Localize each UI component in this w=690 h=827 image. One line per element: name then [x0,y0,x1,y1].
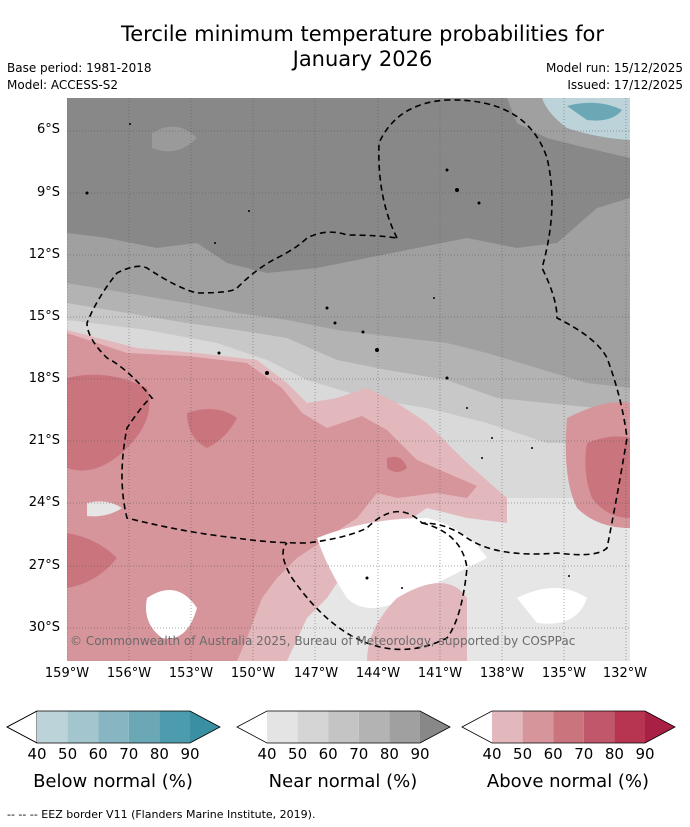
eez-borders [86,99,628,651]
map-title: Tercile minimum temperature probabilitie… [95,22,630,72]
issued-date: Issued: 17/12/2025 [567,78,683,92]
colorbar-near-outline [236,710,451,744]
lon-label: 150°W [230,666,276,681]
lat-label: 27°S [28,558,60,573]
colorbar-below-tick: 70 [119,745,139,763]
below-normal-60-region [567,102,622,121]
colorbar-near-min-arrow [237,711,267,743]
colorbar-above-min-arrow [462,711,492,743]
colorbar-above-outline [461,710,676,744]
above-normal-south-patch [367,583,467,661]
lon-label: 144°W [355,666,401,681]
near-normal-patch-se [517,588,587,624]
colorbar-near-tick: 70 [349,745,369,763]
colorbar-near-tick: 40 [257,745,277,763]
lat-label: 6°S [36,122,60,137]
model-run-date: Model run: 15/12/2025 [545,61,683,75]
lon-label: 147°W [293,666,339,681]
colorbar-above-tick: 90 [635,745,655,763]
lat-label: 21°S [28,433,60,448]
colorbar-below-bin [98,711,129,743]
colorbar-near-bin [389,711,420,743]
colorbar-below-outline [6,710,221,744]
colorbar-near-caption: Near normal (%) [268,771,418,792]
colorbar-above-tick: 50 [513,745,533,763]
lat-label: 24°S [28,495,60,510]
colorbar-above-tick: 60 [543,745,563,763]
title-line-1: Tercile minimum temperature probabilitie… [120,22,605,46]
colorbar-above-max-arrow [645,711,675,743]
lon-label: 156°W [106,666,152,681]
near-normal-60-top-patch [152,126,197,152]
colorbar-below [6,710,221,744]
colorbar-near-tick: 80 [379,745,399,763]
above-normal-60-patch-3 [67,533,117,588]
island-markers [85,123,570,589]
colorbar-below-bin [67,711,99,743]
near-normal-patch-s [146,590,197,639]
colorbar-above [461,710,676,744]
model-info: Base period: 1981-2018 Model: ACCESS-S2 [7,60,152,94]
colorbar-below-tick: 80 [149,745,169,763]
colorbar-above-caption: Above normal (%) [486,771,650,792]
copyright-notice: © Commonwealth of Australia 2025, Bureau… [70,634,576,648]
colorbar-near-bin [267,711,298,743]
near-normal-patch-sw [87,501,122,517]
colorbar-below-min-arrow [6,710,38,744]
eez-footnote: -- -- -- EEZ border V11 (Flanders Marine… [7,808,316,821]
colorbar-near [236,710,451,744]
colorbar-above-bin [553,711,584,743]
colorbar-above-bin [492,711,523,743]
above-normal-east-60 [585,436,630,518]
colorbar-near-bin [358,711,390,743]
colorbar-near-tick: 50 [288,745,308,763]
above-normal-60-patch-2 [187,409,237,448]
colorbar-above-tick: 80 [604,745,624,763]
eez-french-polynesia [86,99,628,556]
lat-label: 30°S [28,620,60,635]
run-info: Model run: 15/12/2025 Issued: 17/12/2025 [546,60,683,94]
lat-label: 18°S [28,371,60,386]
colorbar-above-bin [522,711,554,743]
colorbar-below-tick: 50 [58,745,78,763]
colorbar-near-tick: 60 [318,745,338,763]
colorbar-near-bin [297,711,329,743]
graticule [67,98,630,661]
colorbar-below-max-arrow [190,711,220,743]
model-name: Model: ACCESS-S2 [7,78,119,92]
colorbar-above-tick: 70 [574,745,594,763]
colorbar-above-bin [614,711,645,743]
lat-label: 15°S [28,309,60,324]
colorbar-near-tick: 90 [410,745,430,763]
eez-pitcairn [282,522,468,651]
colorbars [6,710,676,744]
colorbar-below-caption: Below normal (%) [33,771,193,792]
colorbar-below-bin [159,711,190,743]
colorbar-below-tick: 40 [27,745,47,763]
lon-label: 141°W [417,666,463,681]
colorbar-below-bin [128,711,160,743]
lat-label: 9°S [36,185,60,200]
colorbar-near-bin [328,711,359,743]
lat-label: 12°S [28,247,60,262]
above-normal-60-patch-4 [387,456,407,472]
colorbar-below-bin [37,711,68,743]
lon-label: 153°W [168,666,214,681]
lon-label: 132°W [602,666,648,681]
base-period: Base period: 1981-2018 [7,61,152,75]
lon-label: 159°W [44,666,90,681]
probability-map [67,98,630,661]
colorbar-above-bin [583,711,615,743]
lon-label: 135°W [541,666,587,681]
colorbar-below-tick: 60 [88,745,108,763]
colorbar-above-tick: 40 [482,745,502,763]
colorbar-near-max-arrow [420,711,450,743]
near-normal-patch-sc [317,518,487,608]
title-line-2: January 2026 [292,47,433,71]
lon-label: 138°W [479,666,525,681]
above-normal-50-region [67,333,477,661]
colorbar-below-tick: 90 [180,745,200,763]
